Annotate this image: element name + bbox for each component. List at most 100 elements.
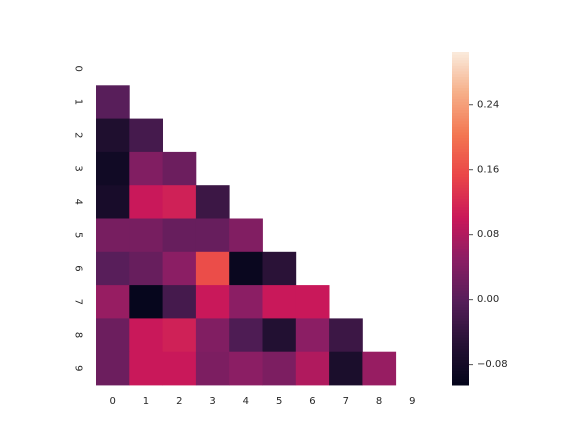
colorbar-segment: [452, 229, 469, 233]
x-tick-label: 4: [243, 396, 249, 407]
colorbar-segment: [452, 185, 469, 189]
colorbar-segment: [452, 71, 469, 75]
colorbar-tick-label: 0.24: [477, 99, 499, 110]
colorbar-segment: [452, 174, 469, 178]
colorbar-segment: [452, 149, 469, 153]
colorbar-segment: [452, 76, 469, 81]
colorbar-segment: [452, 126, 469, 131]
colorbar-tick-label: 0.08: [477, 229, 499, 240]
colorbar-segment: [452, 312, 469, 317]
colorbar-segment: [452, 187, 469, 192]
heatmap-cell-r8-c6: [295, 318, 330, 353]
colorbar-segment: [452, 118, 469, 122]
heatmap-cell-r6-c5: [262, 251, 297, 286]
colorbar-segment: [452, 179, 469, 183]
colorbar-segment: [452, 65, 469, 70]
colorbar-segment: [452, 182, 469, 186]
heatmap-cell-r4-c2: [162, 185, 197, 219]
colorbar-segment: [452, 298, 469, 303]
colorbar-segment: [452, 199, 469, 203]
x-tick-label: 1: [143, 396, 149, 407]
colorbar-segment: [452, 265, 469, 269]
colorbar-segment: [452, 54, 469, 59]
colorbar-tick-label: −0.08: [477, 359, 508, 370]
colorbar-segment: [452, 368, 469, 372]
colorbar-segment: [452, 249, 469, 253]
colorbar-segment: [452, 243, 469, 247]
colorbar-segment: [452, 96, 469, 100]
x-tick-label: 6: [309, 396, 315, 407]
y-tick-label: 4: [73, 199, 84, 205]
heatmap-cell-r7-c5: [262, 285, 297, 319]
heatmap-cell-r6-c2: [162, 251, 197, 286]
heatmap-cell-r6-c3: [195, 251, 230, 286]
colorbar-segment: [452, 376, 469, 380]
colorbar-segment: [452, 321, 469, 325]
colorbar-segment: [452, 357, 469, 361]
colorbar-segment: [452, 282, 469, 286]
colorbar-segment: [452, 190, 469, 195]
colorbar-segment: [452, 163, 469, 167]
colorbar-segment: [452, 335, 469, 339]
heatmap-cell-r9-c5: [262, 351, 297, 386]
heatmap-cell-r1-c0: [96, 85, 130, 119]
colorbar-segment: [452, 271, 469, 275]
colorbar-segment: [452, 285, 469, 289]
colorbar-segment: [452, 168, 469, 172]
heatmap-cell-r3-c1: [129, 151, 163, 186]
colorbar-segment: [452, 146, 469, 150]
colorbar-segment: [452, 346, 469, 350]
colorbar-segment: [452, 129, 469, 133]
colorbar-segment: [452, 293, 469, 297]
colorbar-segment: [452, 307, 469, 311]
heatmap-cell-r8-c5: [262, 318, 297, 353]
colorbar-segment: [452, 251, 469, 256]
colorbar-segment: [452, 310, 469, 314]
heatmap-cell-r7-c2: [162, 285, 197, 319]
colorbar-segment: [452, 143, 469, 147]
colorbar-segment: [452, 296, 469, 300]
x-tick-label: 5: [276, 396, 282, 407]
heatmap-cell-r7-c6: [295, 285, 330, 319]
colorbar-segment: [452, 135, 469, 139]
colorbar-segment: [452, 107, 469, 111]
colorbar-segment: [452, 315, 469, 319]
colorbar-segment: [452, 201, 469, 206]
colorbar-segment: [452, 254, 469, 258]
y-tick-label: 3: [73, 165, 84, 171]
colorbar-segment: [452, 351, 469, 355]
colorbar-segment: [452, 101, 469, 106]
y-tick-label: 1: [73, 99, 84, 105]
y-axis-ticks: 0 1 2 3 4 5 6 7 8 9: [73, 65, 84, 371]
heatmap-cell-r4-c3: [195, 185, 230, 219]
colorbar-segment: [452, 82, 469, 86]
colorbar-segment: [452, 93, 469, 97]
colorbar-segment: [452, 210, 469, 214]
colorbar-segment: [452, 104, 469, 108]
heatmap-cell-r8-c2: [162, 318, 197, 353]
colorbar-segment: [452, 360, 469, 364]
colorbar-segment: [452, 215, 469, 219]
x-axis-ticks: 0 1 2 3 4 5 6 7 8 9: [109, 396, 415, 407]
y-tick-label: 2: [73, 132, 84, 138]
x-tick-label: 2: [176, 396, 182, 407]
colorbar-segment: [452, 301, 469, 306]
heatmap-cell-r2-c1: [129, 118, 163, 153]
heatmap-cell-r3-c2: [162, 151, 197, 186]
colorbar-segment: [452, 121, 469, 125]
y-tick-label: 9: [73, 365, 84, 371]
heatmap-cell-r8-c0: [96, 318, 130, 353]
colorbar-segment: [452, 343, 469, 347]
colorbar-segment: [452, 115, 469, 120]
colorbar-segment: [452, 171, 469, 175]
colorbar-segment: [452, 268, 469, 272]
colorbar-segment: [452, 304, 469, 308]
colorbar-segment: [452, 279, 469, 283]
colorbar-segment: [452, 132, 469, 136]
colorbar-tick-label: 0.16: [477, 164, 499, 175]
colorbar-segment: [452, 326, 469, 330]
heatmap-cell-r8-c1: [129, 318, 163, 353]
colorbar-segment: [452, 276, 469, 281]
colorbar-segment: [452, 99, 469, 103]
heatmap-cell-r5-c2: [162, 218, 197, 253]
